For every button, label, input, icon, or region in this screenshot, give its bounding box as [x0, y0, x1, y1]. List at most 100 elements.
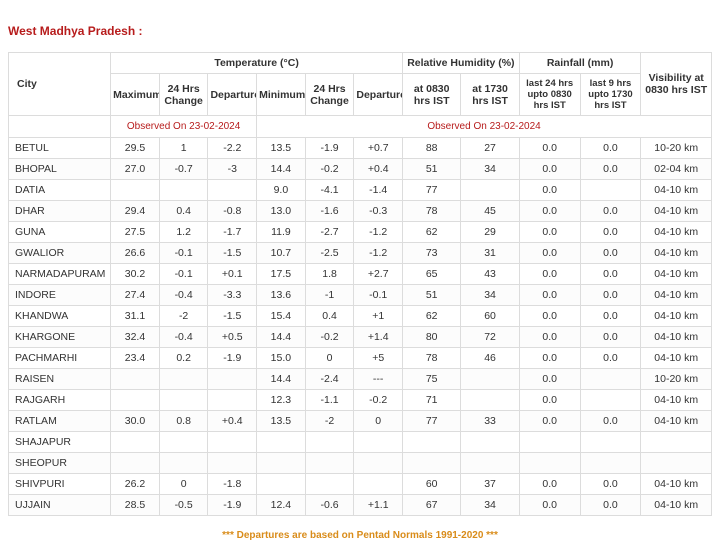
cell-min_chg: 0.4	[305, 306, 354, 327]
cell-max_dep	[208, 180, 257, 201]
table-row: SHEOPUR	[9, 453, 712, 474]
cell-max: 28.5	[111, 495, 160, 516]
cell-rh1730	[461, 390, 519, 411]
cell-min: 13.0	[257, 201, 306, 222]
cell-rh0830: 78	[403, 201, 461, 222]
cell-min_dep: +1.4	[354, 327, 403, 348]
cell-rh0830: 67	[403, 495, 461, 516]
cell-rain24: 0.0	[519, 495, 580, 516]
cell-max_chg: -0.4	[159, 285, 208, 306]
cell-rain9: 0.0	[580, 222, 641, 243]
cell-rh0830: 78	[403, 348, 461, 369]
cell-rain9: 0.0	[580, 159, 641, 180]
cell-min: 17.5	[257, 264, 306, 285]
cell-city: DHAR	[9, 201, 111, 222]
cell-rh1730	[461, 432, 519, 453]
cell-max: 30.2	[111, 264, 160, 285]
cell-rh0830: 71	[403, 390, 461, 411]
cell-min	[257, 432, 306, 453]
cell-rh0830: 65	[403, 264, 461, 285]
cell-max_dep	[208, 369, 257, 390]
cell-min_dep: -0.1	[354, 285, 403, 306]
cell-rh1730: 34	[461, 159, 519, 180]
col-visibility: Visibility at 0830 hrs IST	[641, 53, 712, 116]
col-maximum: Maximum	[111, 74, 160, 116]
cell-min_chg	[305, 474, 354, 495]
cell-city: DATIA	[9, 180, 111, 201]
cell-max: 29.4	[111, 201, 160, 222]
col-max-departure: Departure	[208, 74, 257, 116]
cell-max_dep	[208, 432, 257, 453]
cell-city: RATLAM	[9, 411, 111, 432]
cell-max: 23.4	[111, 348, 160, 369]
cell-max_dep: +0.5	[208, 327, 257, 348]
cell-rain24: 0.0	[519, 243, 580, 264]
cell-max_dep: -1.5	[208, 306, 257, 327]
cell-max_chg: -0.1	[159, 264, 208, 285]
col-temperature: Temperature (°C)	[111, 53, 403, 74]
cell-rh0830: 73	[403, 243, 461, 264]
footer-note: *** Departures are based on Pentad Norma…	[8, 530, 712, 541]
col-minimum: Minimum	[257, 74, 306, 116]
cell-max_dep: +0.4	[208, 411, 257, 432]
cell-min_chg: -2.4	[305, 369, 354, 390]
cell-min_dep: -1.4	[354, 180, 403, 201]
cell-max: 31.1	[111, 306, 160, 327]
cell-max: 30.0	[111, 411, 160, 432]
cell-city: SHEOPUR	[9, 453, 111, 474]
cell-vis	[641, 453, 712, 474]
table-row: KHANDWA31.1-2-1.515.40.4+162600.00.004-1…	[9, 306, 712, 327]
cell-rain9	[580, 432, 641, 453]
cell-min_chg: -2	[305, 411, 354, 432]
cell-rh1730: 43	[461, 264, 519, 285]
cell-rain9: 0.0	[580, 474, 641, 495]
cell-city: GWALIOR	[9, 243, 111, 264]
col-city: City	[9, 53, 111, 116]
table-row: BETUL29.51-2.213.5-1.9+0.788270.00.010-2…	[9, 138, 712, 159]
cell-min_dep: +0.4	[354, 159, 403, 180]
cell-rain9	[580, 369, 641, 390]
col-max-change: 24 Hrs Change	[159, 74, 208, 116]
cell-min_dep: -0.2	[354, 390, 403, 411]
cell-rain24: 0.0	[519, 411, 580, 432]
table-row: BHOPAL27.0-0.7-314.4-0.2+0.451340.00.002…	[9, 159, 712, 180]
cell-min_dep: -1.2	[354, 243, 403, 264]
cell-vis: 04-10 km	[641, 222, 712, 243]
cell-max_dep: -1.7	[208, 222, 257, 243]
cell-max: 27.0	[111, 159, 160, 180]
cell-rain9	[580, 453, 641, 474]
cell-min: 14.4	[257, 327, 306, 348]
cell-min_dep: +1.1	[354, 495, 403, 516]
cell-rh0830: 51	[403, 285, 461, 306]
cell-min: 12.3	[257, 390, 306, 411]
cell-min: 12.4	[257, 495, 306, 516]
cell-rain24	[519, 432, 580, 453]
cell-rain24: 0.0	[519, 285, 580, 306]
cell-max_dep: -3.3	[208, 285, 257, 306]
cell-min_dep	[354, 432, 403, 453]
cell-rh1730	[461, 453, 519, 474]
cell-city: NARMADAPURAM	[9, 264, 111, 285]
cell-rain24: 0.0	[519, 201, 580, 222]
table-body: BETUL29.51-2.213.5-1.9+0.788270.00.010-2…	[9, 138, 712, 516]
cell-rain24: 0.0	[519, 180, 580, 201]
weather-table: City Temperature (°C) Relative Humidity …	[8, 52, 712, 516]
cell-city: GUNA	[9, 222, 111, 243]
cell-rh0830: 62	[403, 222, 461, 243]
table-row: KHARGONE32.4-0.4+0.514.4-0.2+1.480720.00…	[9, 327, 712, 348]
table-row: GUNA27.51.2-1.711.9-2.7-1.262290.00.004-…	[9, 222, 712, 243]
cell-max_chg: 1.2	[159, 222, 208, 243]
cell-rain9: 0.0	[580, 138, 641, 159]
cell-vis: 04-10 km	[641, 201, 712, 222]
cell-max_chg: -0.1	[159, 243, 208, 264]
cell-rain24: 0.0	[519, 264, 580, 285]
cell-city: INDORE	[9, 285, 111, 306]
col-rainfall: Rainfall (mm)	[519, 53, 641, 74]
cell-rain24: 0.0	[519, 348, 580, 369]
col-rh-1730: at 1730 hrs IST	[461, 74, 519, 116]
cell-rain9: 0.0	[580, 348, 641, 369]
col-rain-9: last 9 hrs upto 1730 hrs IST	[580, 74, 641, 116]
cell-min_chg: -2.7	[305, 222, 354, 243]
cell-min_chg: -2.5	[305, 243, 354, 264]
col-min-departure: Departure	[354, 74, 403, 116]
